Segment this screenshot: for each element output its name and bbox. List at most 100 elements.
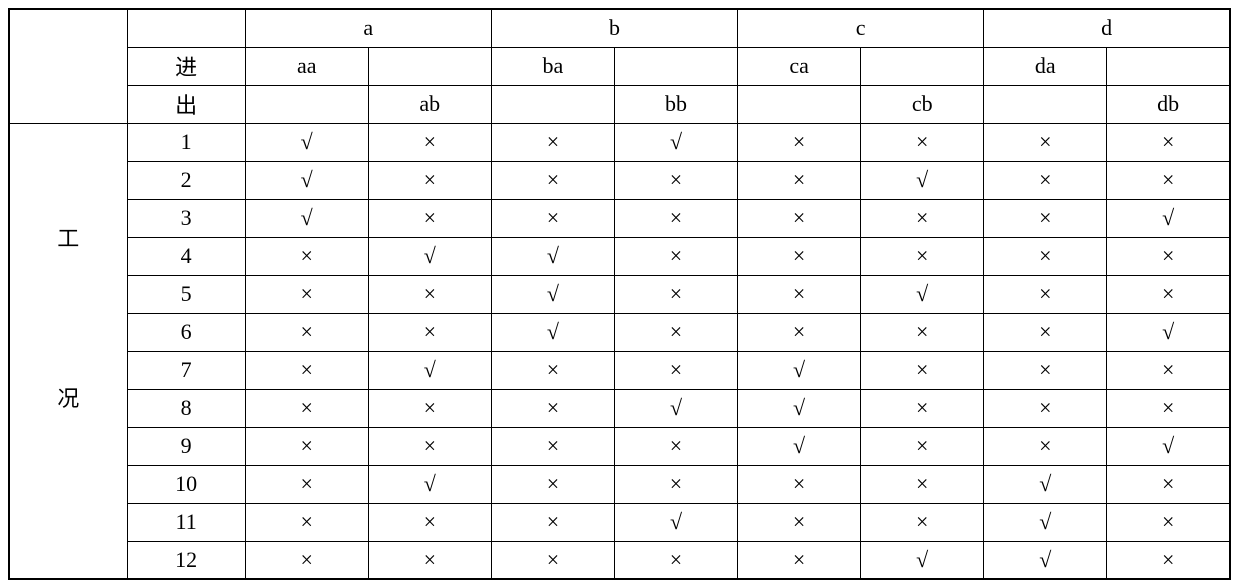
table-row: 2 √ × × × × √ × ×: [9, 161, 1230, 199]
cell: ×: [245, 313, 368, 351]
cell: √: [738, 389, 861, 427]
cell: √: [614, 503, 737, 541]
cell: ×: [861, 389, 984, 427]
cell: ×: [368, 503, 491, 541]
cell: ×: [738, 199, 861, 237]
cell: ×: [1107, 351, 1230, 389]
cell: √: [614, 123, 737, 161]
subhead-out-7: db: [1107, 85, 1230, 123]
cell: ×: [614, 465, 737, 503]
cell: √: [861, 161, 984, 199]
cell: ×: [245, 237, 368, 275]
subhead-out-5: cb: [861, 85, 984, 123]
row-number: 1: [127, 123, 245, 161]
cell: √: [738, 427, 861, 465]
cell: √: [245, 199, 368, 237]
cell: ×: [861, 351, 984, 389]
cell: ×: [368, 389, 491, 427]
cell: ×: [491, 541, 614, 579]
subhead-out-0: [245, 85, 368, 123]
cell: ×: [614, 313, 737, 351]
cell: ×: [614, 427, 737, 465]
cell: ×: [368, 123, 491, 161]
cell: ×: [368, 427, 491, 465]
cell: √: [245, 123, 368, 161]
cell: ×: [738, 503, 861, 541]
cell: ×: [491, 123, 614, 161]
row-number: 2: [127, 161, 245, 199]
cell: ×: [1107, 503, 1230, 541]
col-group-c: c: [738, 9, 984, 47]
cell: ×: [245, 427, 368, 465]
cell: ×: [368, 199, 491, 237]
cell: ×: [1107, 237, 1230, 275]
row-number: 11: [127, 503, 245, 541]
cell: ×: [1107, 275, 1230, 313]
cell: √: [984, 503, 1107, 541]
cell: ×: [614, 237, 737, 275]
cell: ×: [861, 465, 984, 503]
cell: √: [491, 275, 614, 313]
subhead-out-1: ab: [368, 85, 491, 123]
cell: ×: [491, 465, 614, 503]
cell: ×: [1107, 161, 1230, 199]
table-row: 6 × × √ × × × × √: [9, 313, 1230, 351]
subhead-out-4: [738, 85, 861, 123]
side-label-top: 工: [9, 123, 127, 351]
cell: ×: [984, 123, 1107, 161]
cell: ×: [861, 427, 984, 465]
cell: ×: [491, 503, 614, 541]
cell: ×: [491, 389, 614, 427]
row-number: 3: [127, 199, 245, 237]
corner-blank-side: [9, 9, 127, 123]
cell: ×: [245, 351, 368, 389]
cell: ×: [738, 465, 861, 503]
cell: ×: [984, 199, 1107, 237]
cell: ×: [984, 313, 1107, 351]
cell: √: [368, 351, 491, 389]
cell: ×: [861, 313, 984, 351]
cell: √: [984, 465, 1107, 503]
row-out-label: 出: [127, 85, 245, 123]
cell: ×: [738, 237, 861, 275]
cell: ×: [245, 389, 368, 427]
cell: ×: [1107, 465, 1230, 503]
table-row: 8 × × × √ √ × × ×: [9, 389, 1230, 427]
cell: ×: [984, 237, 1107, 275]
subhead-in-3: [614, 47, 737, 85]
cell: √: [984, 541, 1107, 579]
cell: ×: [1107, 541, 1230, 579]
cell: √: [491, 237, 614, 275]
cell: ×: [368, 541, 491, 579]
cell: √: [368, 237, 491, 275]
subhead-in-5: [861, 47, 984, 85]
corner-blank-num: [127, 9, 245, 47]
cell: ×: [861, 503, 984, 541]
subhead-out-6: [984, 85, 1107, 123]
table-row: 4 × √ √ × × × × ×: [9, 237, 1230, 275]
cell: ×: [861, 237, 984, 275]
subhead-in-0: aa: [245, 47, 368, 85]
subhead-in-1: [368, 47, 491, 85]
subhead-out-2: [491, 85, 614, 123]
table-row: 3 √ × × × × × × √: [9, 199, 1230, 237]
cell: ×: [984, 351, 1107, 389]
cell: √: [861, 541, 984, 579]
cell: ×: [738, 123, 861, 161]
cell: ×: [861, 123, 984, 161]
cell: ×: [1107, 389, 1230, 427]
cell: √: [861, 275, 984, 313]
col-group-a: a: [245, 9, 491, 47]
cell: ×: [738, 275, 861, 313]
cell: ×: [245, 465, 368, 503]
cell: ×: [984, 161, 1107, 199]
subhead-in-2: ba: [491, 47, 614, 85]
cell: ×: [861, 199, 984, 237]
cell: √: [738, 351, 861, 389]
subhead-in-7: [1107, 47, 1230, 85]
cell: √: [614, 389, 737, 427]
cell: ×: [614, 351, 737, 389]
table-row: 12 × × × × × √ √ ×: [9, 541, 1230, 579]
cell: ×: [738, 541, 861, 579]
cell: ×: [614, 541, 737, 579]
